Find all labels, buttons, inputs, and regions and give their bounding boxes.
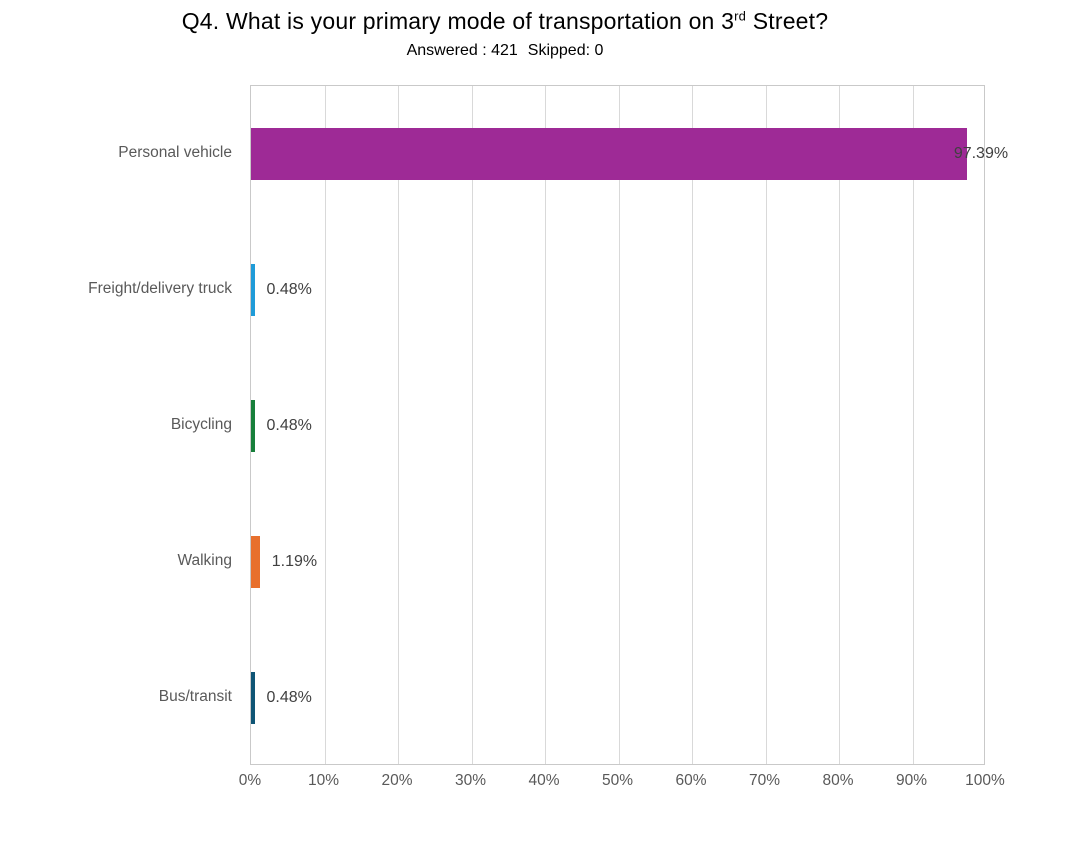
bar-row-personal-vehicle: 97.39% — [251, 86, 1008, 222]
gridline-70% — [765, 86, 767, 764]
value-label-walking: 1.19% — [271, 553, 318, 570]
x-tick-label-0%: 0% — [238, 772, 262, 789]
bar-row-freight-delivery-truck: 0.48% — [251, 222, 984, 358]
value-axis: 0% 10% 20% 30% 40% 50% 60% 70% 80% 90% 100% — [0, 772, 1080, 798]
plot-area: 97.39% 0.48% 0.48% 1.19% 0.48% — [250, 85, 1008, 766]
x-tick-label-80%: 80% — [822, 772, 854, 789]
value-label-bicycling: 0.48% — [266, 417, 312, 434]
bar-row-bicycling: 0.48% — [251, 358, 984, 494]
x-tick-label-40%: 40% — [528, 772, 560, 789]
bar-bicycling — [251, 400, 255, 452]
gridline-40% — [545, 86, 546, 764]
chart-title: Q4. What is your primary mode of transpo… — [0, 8, 1010, 35]
gridline-10% — [324, 86, 326, 764]
skipped-count: Skipped: 0 — [527, 42, 604, 59]
bar-walking — [251, 536, 260, 588]
chart-title-text: Q4. What is your primary mode of transpo… — [181, 8, 735, 34]
gridline-90% — [912, 86, 914, 764]
x-tick-label-50%: 50% — [601, 772, 634, 789]
x-tick-label-100%: 100% — [965, 772, 1005, 789]
category-label-bus-transit: Bus/transit — [158, 688, 232, 705]
gridline-30% — [471, 86, 473, 764]
gridline-50% — [618, 86, 620, 764]
bar-row-walking: 1.19% — [251, 494, 984, 630]
x-tick-label-70%: 70% — [748, 772, 781, 789]
bar-bus-transit — [251, 672, 255, 724]
title-block: Q4. What is your primary mode of transpo… — [0, 8, 1010, 60]
x-tick-label-60%: 60% — [675, 772, 707, 789]
chart-title-suffix: Street? — [746, 8, 829, 34]
gridline-60% — [692, 86, 693, 764]
x-tick-label-30%: 30% — [454, 772, 487, 789]
category-label-freight-delivery-truck: Freight/delivery truck — [88, 280, 232, 297]
category-label-bicycling: Bicycling — [170, 416, 232, 433]
value-label-personal-vehicle: 97.39% — [953, 145, 1009, 162]
x-tick-label-20%: 20% — [381, 772, 413, 789]
bar-personal-vehicle — [251, 128, 967, 180]
x-tick-label-10%: 10% — [307, 772, 340, 789]
chart-title-ordinal-superscript: rd — [734, 8, 747, 24]
value-label-freight-delivery-truck: 0.48% — [266, 281, 312, 298]
category-label-walking: Walking — [177, 552, 232, 569]
value-label-bus-transit: 0.48% — [266, 689, 312, 706]
gridline-20% — [398, 86, 399, 764]
bar-row-bus-transit: 0.48% — [251, 630, 984, 766]
category-label-personal-vehicle: Personal vehicle — [118, 144, 232, 161]
bar-freight-delivery-truck — [251, 264, 255, 316]
chart-subtitle: Answered : 421 Skipped: 0 — [0, 42, 1010, 60]
x-tick-label-90%: 90% — [895, 772, 928, 789]
gridline-80% — [839, 86, 840, 764]
answered-count: Answered : 421 — [406, 42, 518, 59]
category-axis: Personal vehicle Freight/delivery truck Bi… — [0, 85, 232, 765]
